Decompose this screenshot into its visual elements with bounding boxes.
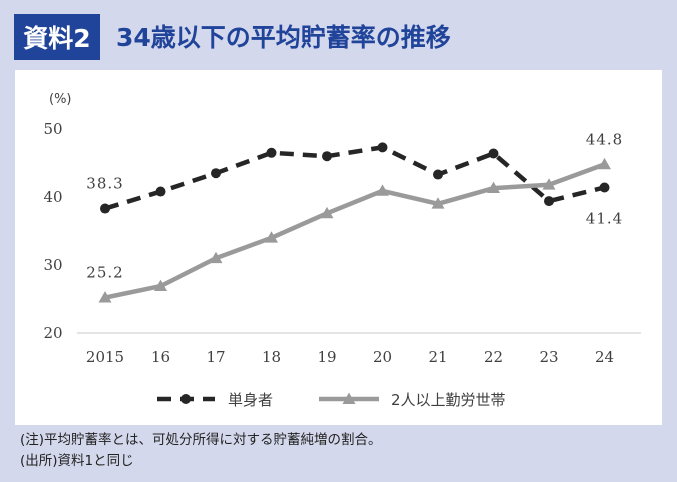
y-tick-label: 50 [43,120,62,138]
data-point [599,182,610,193]
series-line-1 [104,145,606,211]
data-point [320,206,334,219]
data-point [98,291,112,303]
data-point [377,142,388,153]
data-point [487,181,500,194]
data-point [209,251,223,264]
y-unit-label: (%) [49,92,72,107]
data-label: 41.4 [586,209,623,227]
legend-marker-single [181,394,191,404]
data-point [488,148,499,159]
data-label: 38.3 [86,175,123,193]
note-definition: (注)平均貯蓄率とは、可処分所得に対する貯蓄純増の割合。 [20,432,382,448]
data-label: 25.2 [86,264,123,282]
data-point [211,168,221,179]
x-tick-label: 2015 [86,348,124,366]
chart-panel: (%) 20 30 40 50 2015 16 17 18 19 20 21 22 23 24 38.3 25.… [15,70,662,425]
x-tick-label: 22 [484,348,503,366]
y-tick-label: 30 [43,256,62,274]
line-chart: (%) 20 30 40 50 2015 16 17 18 19 20 21 22 23 24 38.3 25.… [43,92,641,409]
data-point [322,151,332,162]
x-tick-label: 23 [539,348,558,366]
legend-marker-household [342,392,356,404]
x-tick-label: 16 [151,348,170,366]
legend-label-single: 単身者 [228,391,273,409]
data-label: 44.8 [586,130,623,148]
data-point [433,169,443,180]
x-tick-label: 18 [262,348,281,366]
chart-title: 34歳以下の平均貯蓄率の推移 [116,23,451,52]
data-point [598,157,611,170]
y-tick-label: 20 [43,324,62,342]
data-point [265,231,278,243]
data-point [544,196,554,207]
data-point [431,197,445,209]
data-point [100,203,110,214]
figure-number-text: 資料2 [23,24,91,53]
data-point [155,186,166,197]
legend-label-household: 2人以上勤労世帯 [391,391,506,409]
data-point [266,147,277,158]
x-tick-label: 19 [317,348,336,366]
footnotes: (注)平均貯蓄率とは、可処分所得に対する貯蓄純増の割合。 (出所)資料1と同じ [20,430,382,472]
data-point [376,184,389,196]
x-tick-label: 17 [206,348,225,366]
x-tick-label: 20 [373,348,392,366]
data-point [542,178,556,190]
figure-number-badge: 資料2 [14,14,100,60]
note-source: (出所)資料1と同じ [20,453,134,469]
x-tick-label: 21 [428,348,447,366]
data-point [154,279,167,291]
x-tick-label: 24 [595,348,614,366]
series-line-2 [104,162,606,300]
y-tick-label: 40 [43,188,62,206]
